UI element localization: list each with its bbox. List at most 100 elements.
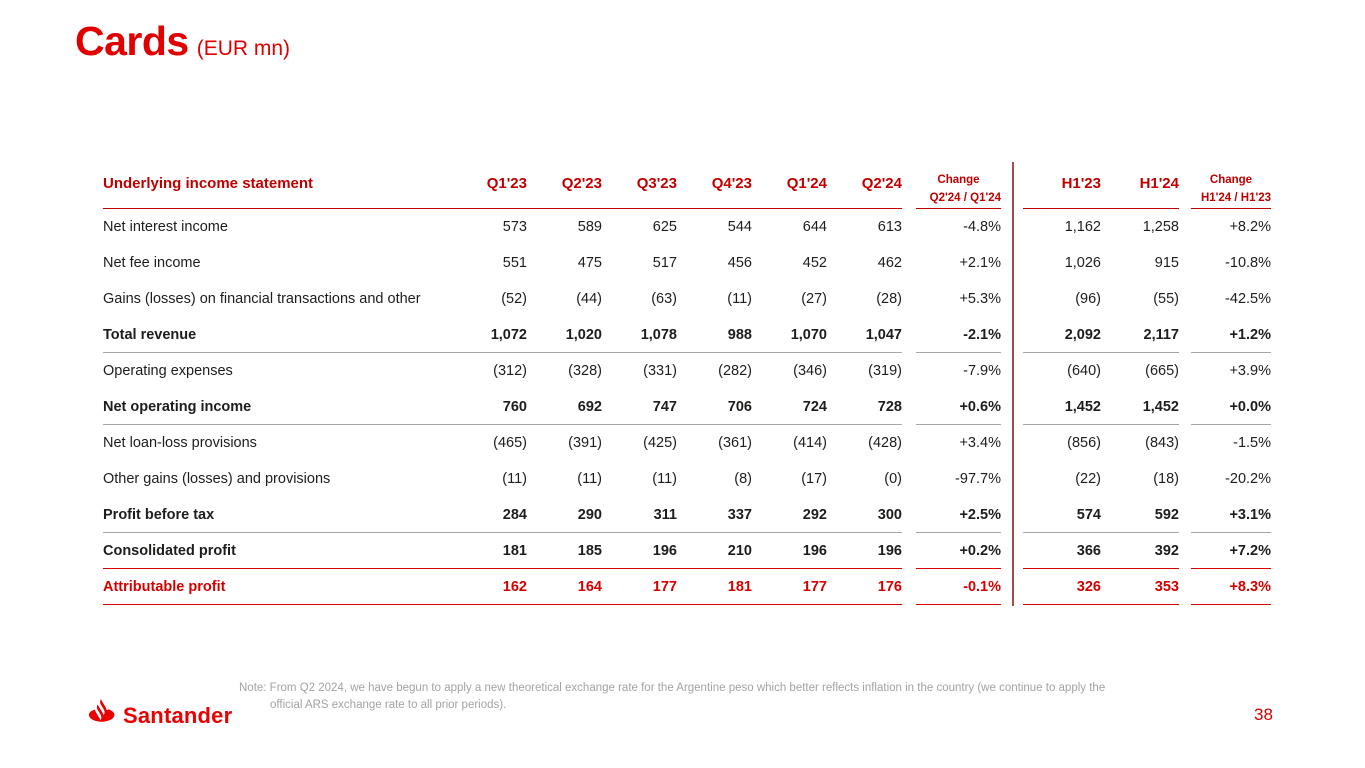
row-main-section: Gains (losses) on financial transactions…	[103, 281, 902, 317]
column-header-q4-23: Q4'23	[711, 174, 752, 192]
quarter-value-cell: (11)	[727, 291, 752, 307]
quarter-value-cell: (312)	[493, 363, 527, 379]
quarter-value-cell: (8)	[734, 471, 752, 487]
quarter-value-cell: (331)	[643, 363, 677, 379]
row-main-section: Net loan-loss provisions (465) (391) (425) (…	[103, 425, 902, 461]
quarter-value-cell: (391)	[568, 435, 602, 451]
half-value-cell: 592	[1154, 506, 1179, 523]
row-label: Operating expenses	[103, 363, 233, 379]
header-main-section: Underlying income statement Q1'23 Q2'23 …	[103, 162, 902, 209]
quarter-value-cell: 625	[652, 219, 677, 235]
change-q-cell: +2.5%	[916, 497, 1001, 533]
quarter-value-cell: 196	[802, 542, 827, 559]
row-main-section: Attributable profit 162 164 177 181 177 176	[103, 569, 902, 605]
row-label: Net fee income	[103, 255, 201, 271]
quarter-value-cell: 284	[502, 506, 527, 523]
half-value-cell: 1,258	[1142, 219, 1179, 235]
half-value-cell: 366	[1076, 542, 1101, 559]
quarter-value-cell: (328)	[568, 363, 602, 379]
table-row: Consolidated profit 181 185 196 210 196 196 +0.…	[103, 533, 1273, 569]
quarter-value-cell: (465)	[493, 435, 527, 451]
row-main-section: Net interest income 573 589 625 544 644 613	[103, 209, 902, 245]
title-units: (EUR mn)	[196, 37, 291, 60]
row-half-section: 1,452 1,452	[1023, 389, 1179, 425]
quarter-value-cell: 337	[727, 506, 752, 523]
half-value-cell: 1,026	[1064, 255, 1101, 271]
half-value-cell: (843)	[1145, 435, 1179, 451]
column-header-h1-24: H1'24	[1139, 174, 1179, 192]
quarter-value-cell: 176	[877, 578, 902, 595]
table-row: Net interest income 573 589 625 544 644 613 -4.…	[103, 209, 1273, 245]
row-main-section: Operating expenses (312) (328) (331) (282) (3…	[103, 353, 902, 389]
footnote: Note: From Q2 2024, we have begun to app…	[239, 680, 1209, 713]
row-label: Net loan-loss provisions	[103, 435, 257, 451]
santander-flame-icon	[86, 699, 118, 733]
quarter-value-cell: (0)	[884, 471, 902, 487]
title-text: Cards	[75, 18, 189, 64]
table-body: Net interest income 573 589 625 544 644 613 -4.…	[103, 209, 1273, 605]
half-value-cell: (856)	[1067, 435, 1101, 451]
quarter-value-cell: 164	[577, 578, 602, 595]
quarter-value-cell: 196	[652, 542, 677, 559]
change-h-cell: +8.3%	[1191, 569, 1271, 605]
row-half-section: (22) (18)	[1023, 461, 1179, 497]
change-h-cell: +0.0%	[1191, 389, 1271, 425]
quarter-value-cell: 760	[502, 398, 527, 415]
quarter-value-cell: (414)	[793, 435, 827, 451]
change-h-cell: -1.5%	[1233, 435, 1271, 451]
page-number: 38	[1254, 705, 1273, 724]
row-label: Gains (losses) on financial transactions…	[103, 291, 421, 307]
quarter-value-cell: 185	[577, 542, 602, 559]
row-half-section: 326 353	[1023, 569, 1179, 605]
quarter-value-cell: 589	[577, 219, 602, 235]
quarter-value-cell: (27)	[801, 291, 827, 307]
row-label: Net interest income	[103, 219, 228, 235]
row-label: Total revenue	[103, 326, 197, 343]
change-q-cell: +0.6%	[916, 389, 1001, 425]
row-half-section: (96) (55)	[1023, 281, 1179, 317]
quarter-value-cell: 177	[652, 578, 677, 595]
quarter-value-cell: (44)	[576, 291, 602, 307]
change-h-cell: +8.2%	[1229, 219, 1271, 235]
half-value-cell: 392	[1154, 542, 1179, 559]
section-divider	[1012, 162, 1014, 606]
quarter-value-cell: 475	[577, 255, 602, 271]
row-label: Other gains (losses) and provisions	[103, 471, 331, 487]
change-q-periods: Q2'24 / Q1'24	[929, 192, 1001, 204]
page-title: Cards (EUR mn)	[75, 18, 290, 65]
quarter-value-cell: 196	[877, 542, 902, 559]
row-main-section: Profit before tax 284 290 311 337 292 300	[103, 497, 902, 533]
row-label: Consolidated profit	[103, 542, 236, 559]
table-header: Underlying income statement Q1'23 Q2'23 …	[103, 162, 1273, 209]
table-row: Other gains (losses) and provisions (11) (…	[103, 461, 1273, 497]
half-value-cell: 1,452	[1064, 398, 1101, 415]
quarter-value-cell: (11)	[502, 471, 527, 487]
quarter-value-cell: (11)	[577, 471, 602, 487]
change-h-periods: H1'24 / H1'23	[1200, 192, 1271, 204]
quarter-value-cell: 210	[727, 542, 752, 559]
footnote-line-2: official ARS exchange rate to all prior …	[270, 698, 507, 711]
half-value-cell: (96)	[1075, 291, 1101, 307]
table-row: Net operating income 760 692 747 706 724 728 +0…	[103, 389, 1273, 425]
column-header-q1-23: Q1'23	[486, 174, 527, 192]
half-value-cell: (640)	[1067, 363, 1101, 379]
change-h-cell: +3.1%	[1191, 497, 1271, 533]
row-half-section: 366 392	[1023, 533, 1179, 569]
quarter-value-cell: 613	[877, 219, 902, 235]
table-row: Total revenue 1,072 1,020 1,078 988 1,070 1,04…	[103, 317, 1273, 353]
change-h-cell: +1.2%	[1191, 317, 1271, 353]
half-value-cell: 1,452	[1142, 398, 1179, 415]
table-row: Attributable profit 162 164 177 181 177 176 -0.…	[103, 569, 1273, 605]
quarter-value-cell: 747	[652, 398, 677, 415]
change-h-cell: +7.2%	[1191, 533, 1271, 569]
quarter-value-cell: (11)	[652, 471, 677, 487]
quarter-value-cell: (52)	[501, 291, 527, 307]
quarter-value-cell: 724	[802, 398, 827, 415]
change-q-cell: -0.1%	[916, 569, 1001, 605]
header-half-section: H1'23 H1'24	[1023, 162, 1179, 209]
column-header-change-h: Change H1'24 / H1'23	[1191, 162, 1271, 209]
quarter-value-cell: (17)	[801, 471, 827, 487]
table-row: Net loan-loss provisions (465) (391) (425) (…	[103, 425, 1273, 461]
change-h-title: Change	[1209, 174, 1253, 186]
row-main-section: Other gains (losses) and provisions (11) (…	[103, 461, 902, 497]
